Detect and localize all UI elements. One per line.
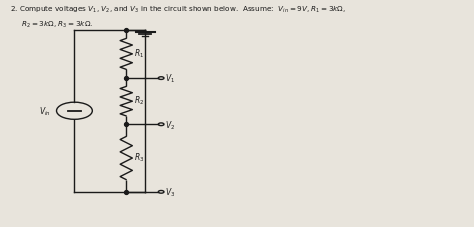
Text: 2. Compute voltages $V_1$, $V_2$, and $V_3$ in the circuit shown below.  Assume:: 2. Compute voltages $V_1$, $V_2$, and $V… xyxy=(10,5,346,15)
Text: $R_1$: $R_1$ xyxy=(134,47,145,60)
Text: $R_3$: $R_3$ xyxy=(134,151,145,163)
Text: $R_2=3k\Omega$, $R_3=3k\Omega$.: $R_2=3k\Omega$, $R_3=3k\Omega$. xyxy=(10,20,93,30)
Text: $R_2$: $R_2$ xyxy=(134,94,145,107)
Text: $V_3$: $V_3$ xyxy=(165,186,175,198)
Text: $V_{in}$: $V_{in}$ xyxy=(39,105,51,118)
Text: $V_1$: $V_1$ xyxy=(165,72,175,85)
Text: $V_2$: $V_2$ xyxy=(165,118,175,131)
